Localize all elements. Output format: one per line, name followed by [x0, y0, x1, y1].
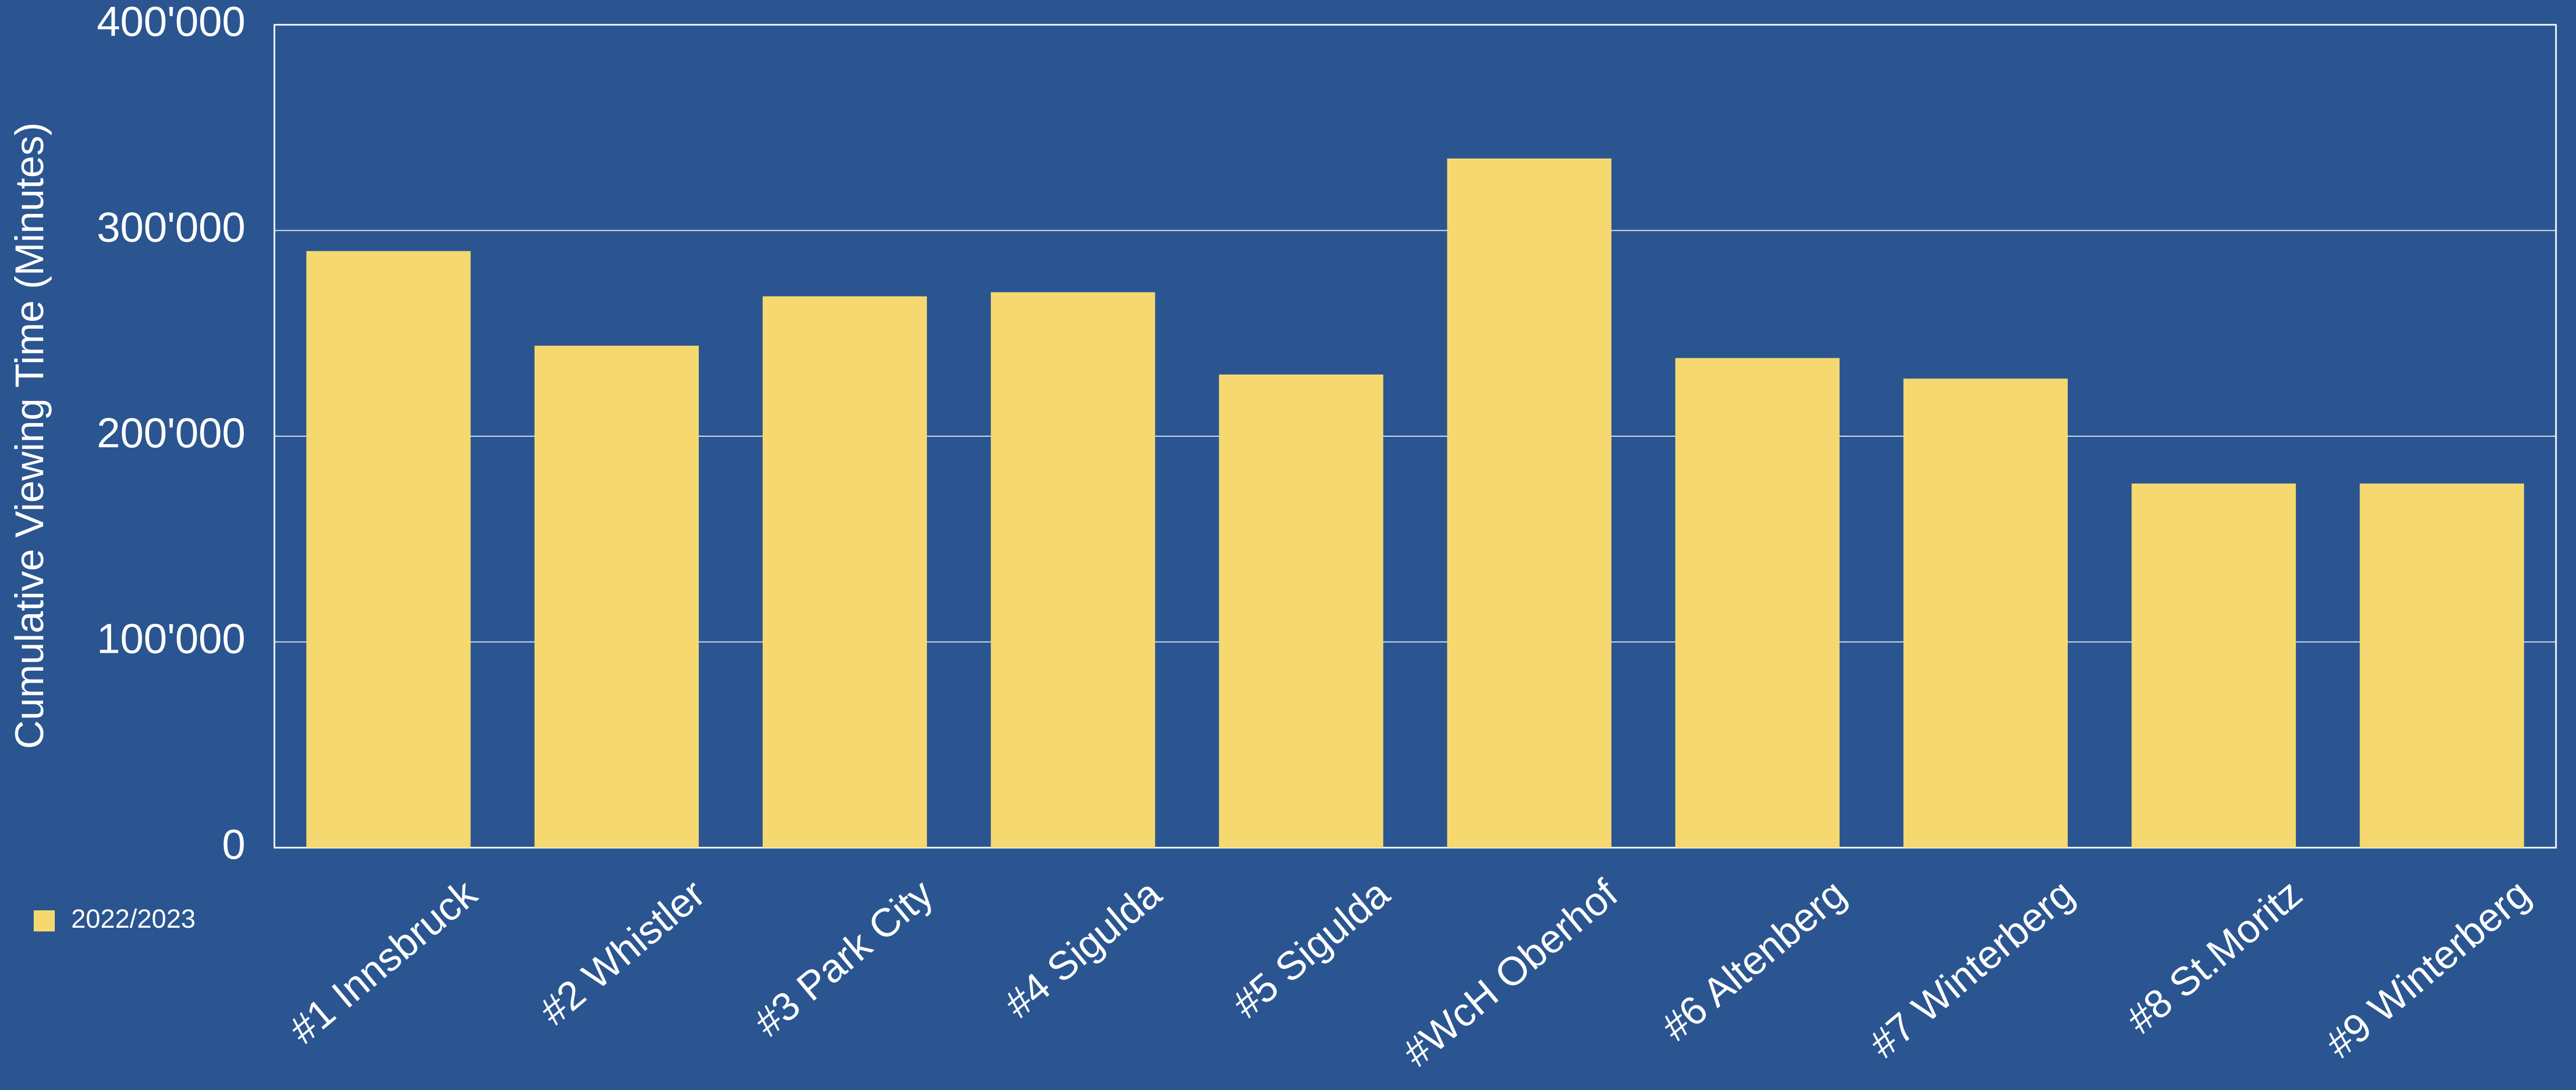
y-tick-label: 300'000	[97, 204, 245, 251]
bar	[991, 292, 1156, 848]
bar	[1447, 158, 1612, 848]
y-tick-label: 400'000	[97, 0, 245, 45]
y-axis-label: Cumulative Viewing Time (Minutes)	[7, 122, 52, 749]
bar	[2131, 483, 2296, 848]
bar	[2360, 483, 2524, 848]
y-tick-label: 200'000	[97, 409, 245, 456]
bar	[1219, 374, 1384, 848]
bar	[1903, 378, 2068, 848]
bar	[763, 296, 927, 848]
bar	[1675, 358, 1840, 848]
bar	[534, 346, 699, 848]
y-tick-label: 100'000	[97, 615, 245, 662]
legend-swatch	[34, 910, 55, 931]
y-tick-label: 0	[222, 821, 246, 868]
legend-label: 2022/2023	[71, 904, 195, 934]
bar	[306, 251, 471, 848]
